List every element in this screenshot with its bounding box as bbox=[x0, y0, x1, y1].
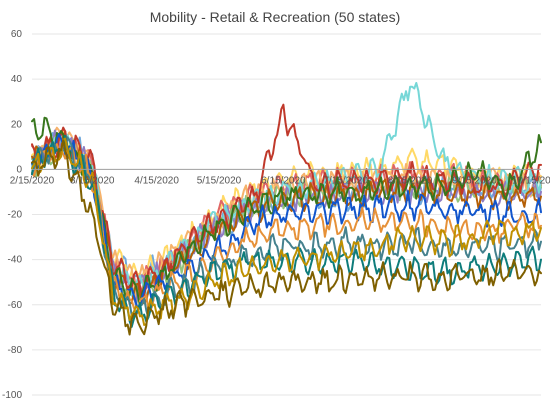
x-tick-label: 2/15/2020 bbox=[10, 175, 55, 186]
y-tick-label: 0 bbox=[16, 164, 22, 175]
y-tick-label: -100 bbox=[2, 390, 22, 401]
y-tick-label: 20 bbox=[11, 119, 23, 130]
series-line bbox=[31, 116, 542, 309]
x-tick-label: 4/15/2020 bbox=[134, 175, 179, 186]
series-line bbox=[31, 139, 542, 336]
x-tick-label: 5/15/2020 bbox=[197, 175, 242, 186]
series-line bbox=[31, 143, 542, 314]
y-tick-label: 60 bbox=[11, 29, 23, 40]
chart-title: Mobility - Retail & Recreation (50 state… bbox=[150, 9, 401, 25]
y-tick-label: 40 bbox=[11, 74, 23, 85]
series-layer bbox=[31, 82, 542, 336]
x-tick-label: 7/15/2020 bbox=[323, 175, 368, 186]
series-line bbox=[31, 133, 542, 311]
axis-layer: 60 40 20 0 -20 -40 -60 -80 -100 2/15/2020 3/15/202… bbox=[2, 29, 550, 401]
x-tick-label: 9/15/2020 bbox=[452, 175, 497, 186]
series-line bbox=[31, 136, 542, 319]
y-tick-label: -60 bbox=[8, 300, 23, 311]
y-tick-label: -40 bbox=[8, 255, 23, 266]
x-tick-label: 3/15/2020 bbox=[70, 175, 115, 186]
x-tick-label: 10/15/2020 bbox=[512, 175, 550, 186]
x-tick-label: 8/15/2020 bbox=[388, 175, 433, 186]
series-line bbox=[31, 103, 542, 298]
y-tick-label: -80 bbox=[8, 345, 23, 356]
x-tick-label: 6/15/2020 bbox=[261, 175, 306, 186]
y-tick-label: -20 bbox=[8, 210, 23, 221]
